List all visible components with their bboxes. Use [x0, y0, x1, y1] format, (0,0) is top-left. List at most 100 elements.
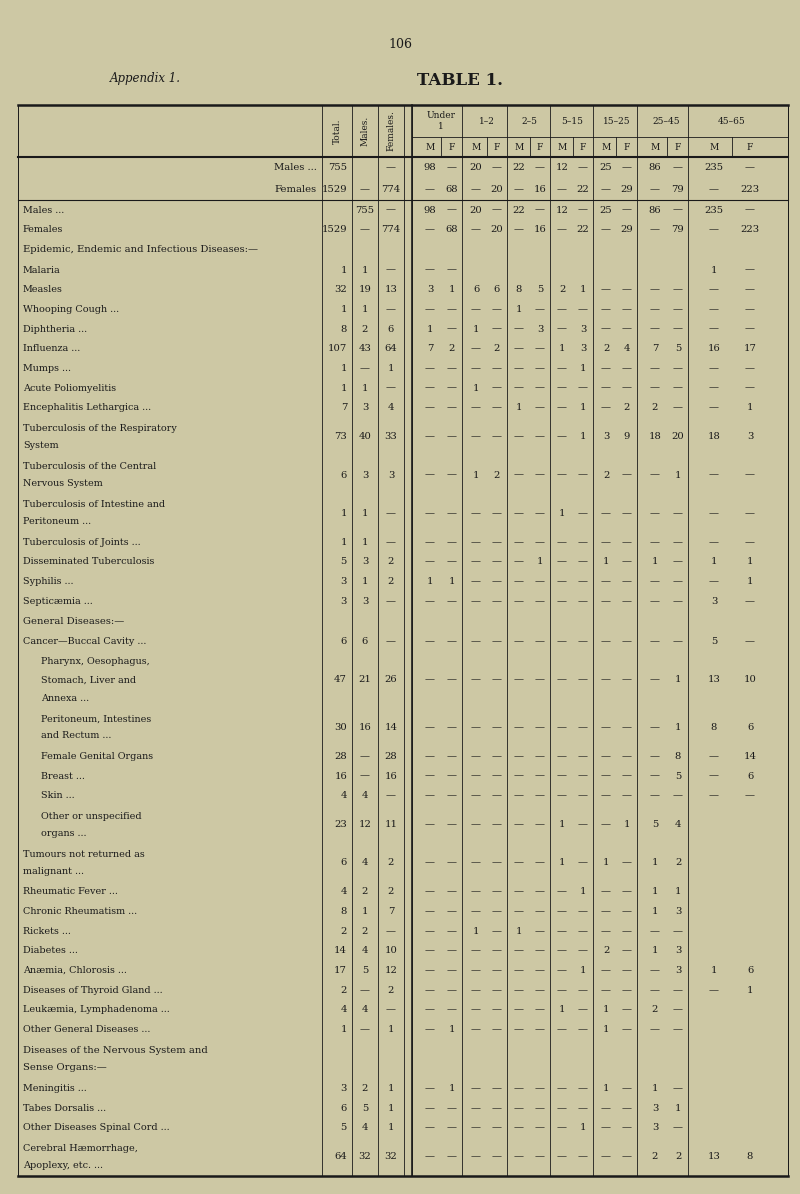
- Text: 2: 2: [388, 887, 394, 897]
- Text: —: —: [514, 558, 524, 566]
- Text: 5: 5: [675, 344, 681, 353]
- Text: Annexa ...: Annexa ...: [41, 694, 89, 702]
- Text: 5: 5: [652, 820, 658, 829]
- Text: —: —: [447, 986, 457, 995]
- Text: —: —: [535, 1103, 545, 1113]
- Text: 2: 2: [362, 927, 368, 936]
- Text: F: F: [675, 142, 681, 152]
- Text: —: —: [471, 986, 481, 995]
- Text: —: —: [425, 558, 435, 566]
- Text: 11: 11: [385, 820, 398, 829]
- Text: —: —: [514, 597, 524, 605]
- Text: —: —: [447, 383, 457, 393]
- Text: 2: 2: [675, 1152, 681, 1162]
- Text: —: —: [514, 792, 524, 800]
- Text: 1: 1: [341, 304, 347, 314]
- Text: 2: 2: [341, 927, 347, 936]
- Text: —: —: [447, 164, 457, 172]
- Text: —: —: [360, 771, 370, 781]
- Text: —: —: [557, 771, 567, 781]
- Text: —: —: [535, 1152, 545, 1162]
- Text: —: —: [709, 470, 719, 480]
- Text: —: —: [557, 966, 567, 975]
- Text: —: —: [386, 537, 396, 547]
- Text: 19: 19: [358, 285, 371, 294]
- Text: —: —: [447, 304, 457, 314]
- Text: 3: 3: [603, 432, 609, 442]
- Text: 45–65: 45–65: [718, 117, 746, 125]
- Text: —: —: [578, 577, 588, 586]
- Text: —: —: [447, 404, 457, 412]
- Text: 8: 8: [711, 722, 717, 732]
- Text: 22: 22: [513, 205, 526, 215]
- Text: —: —: [447, 432, 457, 442]
- Text: —: —: [514, 1124, 524, 1132]
- Text: —: —: [447, 470, 457, 480]
- Text: 1: 1: [341, 509, 347, 518]
- Text: —: —: [386, 304, 396, 314]
- Text: 10: 10: [743, 676, 757, 684]
- Text: 6: 6: [473, 285, 479, 294]
- Text: 22: 22: [513, 164, 526, 172]
- Text: —: —: [557, 1152, 567, 1162]
- Text: Tuberculosis of the Central: Tuberculosis of the Central: [23, 462, 156, 472]
- Text: 1: 1: [341, 383, 347, 393]
- Text: 107: 107: [328, 344, 347, 353]
- Text: —: —: [471, 404, 481, 412]
- Text: Meningitis ...: Meningitis ...: [23, 1084, 86, 1093]
- Text: 2: 2: [388, 577, 394, 586]
- Text: 64: 64: [334, 1152, 347, 1162]
- Text: malignant ...: malignant ...: [23, 867, 84, 876]
- Text: 23: 23: [334, 820, 347, 829]
- Text: —: —: [578, 509, 588, 518]
- Text: —: —: [535, 676, 545, 684]
- Text: 1: 1: [341, 364, 347, 373]
- Text: —: —: [447, 364, 457, 373]
- Text: Whooping Cough ...: Whooping Cough ...: [23, 304, 119, 314]
- Text: —: —: [601, 404, 611, 412]
- Text: —: —: [709, 364, 719, 373]
- Text: Other Diseases Spinal Cord ...: Other Diseases Spinal Cord ...: [23, 1124, 170, 1132]
- Text: —: —: [492, 404, 502, 412]
- Text: 4: 4: [362, 1005, 368, 1015]
- Text: M: M: [558, 142, 566, 152]
- Text: —: —: [514, 470, 524, 480]
- Text: —: —: [601, 304, 611, 314]
- Text: —: —: [622, 638, 632, 646]
- Text: —: —: [578, 304, 588, 314]
- Text: —: —: [471, 1026, 481, 1034]
- Text: —: —: [557, 404, 567, 412]
- Text: —: —: [535, 907, 545, 916]
- Text: —: —: [650, 185, 660, 193]
- Text: —: —: [514, 887, 524, 897]
- Text: M: M: [650, 142, 660, 152]
- Text: —: —: [425, 265, 435, 275]
- Text: Diseases of the Nervous System and: Diseases of the Nervous System and: [23, 1046, 208, 1055]
- Text: 1: 1: [580, 966, 586, 975]
- Text: —: —: [673, 1005, 683, 1015]
- Text: 1: 1: [388, 364, 394, 373]
- Text: —: —: [425, 226, 435, 234]
- Text: —: —: [578, 676, 588, 684]
- Text: —: —: [578, 986, 588, 995]
- Text: —: —: [425, 597, 435, 605]
- Text: 1: 1: [449, 1026, 455, 1034]
- Text: —: —: [425, 364, 435, 373]
- Text: 7: 7: [427, 344, 433, 353]
- Text: —: —: [709, 509, 719, 518]
- Text: —: —: [492, 537, 502, 547]
- Text: 1: 1: [580, 364, 586, 373]
- Text: —: —: [471, 771, 481, 781]
- Text: —: —: [622, 1026, 632, 1034]
- Text: —: —: [447, 820, 457, 829]
- Text: —: —: [557, 1103, 567, 1113]
- Text: —: —: [471, 820, 481, 829]
- Text: 3: 3: [711, 597, 717, 605]
- Text: 98: 98: [424, 205, 436, 215]
- Text: —: —: [447, 1103, 457, 1113]
- Text: —: —: [622, 285, 632, 294]
- Text: —: —: [425, 966, 435, 975]
- Text: 16: 16: [534, 185, 546, 193]
- Text: 14: 14: [334, 947, 347, 955]
- Text: 1: 1: [746, 558, 754, 566]
